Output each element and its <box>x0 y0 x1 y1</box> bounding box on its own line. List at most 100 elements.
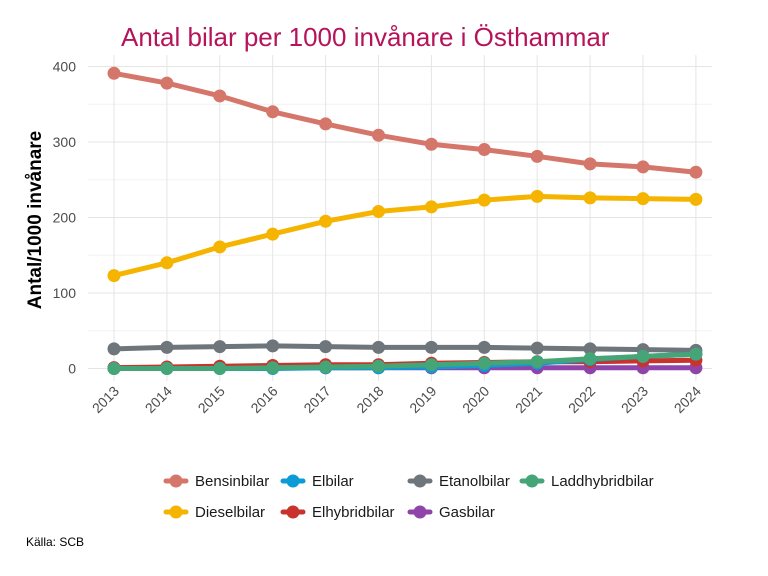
source-caption: Källa: SCB <box>26 535 84 549</box>
data-point-etanolbilar <box>319 340 333 354</box>
data-point-laddhybridbilar <box>424 358 438 372</box>
chart-title: Antal bilar per 1000 invånare i Östhamma… <box>121 22 610 52</box>
x-tick-label: 2018 <box>353 383 386 416</box>
series-line-laddhybridbilar <box>111 351 699 371</box>
x-tick-label: 2022 <box>565 383 598 416</box>
legend-key-point <box>169 474 183 488</box>
y-tick-label: 400 <box>53 59 77 75</box>
y-axis-label: Antal/1000 invånare <box>25 131 46 309</box>
series-bensinbilar <box>107 66 703 179</box>
legend-item-elhybridbilar: Elhybridbilar <box>280 504 395 521</box>
data-point-bensinbilar <box>160 76 174 90</box>
x-tick-label: 2014 <box>142 383 175 416</box>
data-point-laddhybridbilar <box>583 352 597 366</box>
x-tick-label: 2013 <box>89 383 122 416</box>
series-line-dieselbilar <box>111 193 699 279</box>
data-point-bensinbilar <box>372 128 385 142</box>
data-point-bensinbilar <box>530 149 544 163</box>
data-point-bensinbilar <box>583 157 597 171</box>
data-point-etanolbilar <box>583 342 597 356</box>
data-point-bensinbilar <box>636 160 650 174</box>
data-point-etanolbilar <box>160 340 174 354</box>
y-tick-labels: 0 100 200 300 400 <box>53 59 77 377</box>
data-point-dieselbilar <box>636 192 650 206</box>
data-point-bensinbilar <box>107 66 121 80</box>
y-tick-label: 300 <box>53 134 77 150</box>
series-line-etanolbilar <box>111 343 699 353</box>
data-point-etanolbilar <box>266 339 280 353</box>
data-point-dieselbilar <box>266 227 280 241</box>
data-point-dieselbilar <box>372 204 385 218</box>
legend-item-laddhybridbilar: Laddhybridbilar <box>519 473 654 490</box>
series-group <box>107 66 703 375</box>
y-tick-label: 0 <box>68 361 76 377</box>
legend-item-dieselbilar: Dieselbilar <box>163 504 265 521</box>
x-tick-labels: 2013 2014 2015 2016 2017 2018 2019 2020 2021 2022… <box>89 383 704 416</box>
data-point-bensinbilar <box>213 89 227 103</box>
y-tick-label: 100 <box>53 285 77 301</box>
data-point-etanolbilar <box>107 342 121 356</box>
data-point-bensinbilar <box>319 117 333 131</box>
data-point-laddhybridbilar <box>266 361 280 375</box>
data-point-etanolbilar <box>213 340 227 354</box>
data-point-etanolbilar <box>477 340 491 354</box>
data-point-laddhybridbilar <box>636 349 650 363</box>
data-point-bensinbilar <box>689 165 703 179</box>
legend-key-point <box>169 505 183 519</box>
data-point-laddhybridbilar <box>689 347 703 361</box>
data-point-laddhybridbilar <box>372 359 385 373</box>
data-point-dieselbilar <box>160 256 174 270</box>
legend-item-bensinbilar: Bensinbilar <box>163 473 269 490</box>
data-point-laddhybridbilar <box>160 362 174 375</box>
x-tick-label: 2020 <box>459 383 492 416</box>
data-point-dieselbilar <box>424 200 438 214</box>
data-point-dieselbilar <box>319 214 333 228</box>
data-point-laddhybridbilar <box>477 356 491 370</box>
x-tick-label: 2015 <box>195 383 228 416</box>
legend-label: Bensinbilar <box>195 473 269 490</box>
legend-item-elbilar: Elbilar <box>280 473 354 490</box>
legend-label: Laddhybridbilar <box>551 473 654 490</box>
data-point-dieselbilar <box>107 269 121 283</box>
x-tick-label: 2016 <box>247 383 280 416</box>
x-tick-label: 2024 <box>671 383 704 416</box>
legend-label: Elhybridbilar <box>312 504 395 521</box>
legend-item-etanolbilar: Etanolbilar <box>407 473 510 490</box>
data-point-dieselbilar <box>530 189 544 203</box>
data-point-laddhybridbilar <box>213 362 227 375</box>
grid <box>88 55 712 381</box>
x-tick-label: 2017 <box>300 383 333 416</box>
legend-label: Elbilar <box>312 473 354 490</box>
legend-key-point <box>413 505 427 519</box>
data-point-etanolbilar <box>424 340 438 354</box>
data-point-laddhybridbilar <box>107 362 121 375</box>
x-tick-label: 2021 <box>512 383 545 416</box>
data-point-bensinbilar <box>477 143 491 157</box>
data-point-dieselbilar <box>213 240 227 254</box>
legend-key-point <box>286 474 300 488</box>
data-point-etanolbilar <box>372 340 385 354</box>
legend-key-point <box>286 505 300 519</box>
data-point-dieselbilar <box>477 193 491 207</box>
data-point-laddhybridbilar <box>319 360 333 374</box>
series-etanolbilar <box>107 339 703 357</box>
legend: Bensinbilar Dieselbilar Elbilar Elhybridbil… <box>163 473 654 521</box>
x-tick-label: 2019 <box>406 383 439 416</box>
legend-key-point <box>413 474 427 488</box>
y-tick-label: 200 <box>53 210 77 226</box>
legend-key-point <box>525 474 539 488</box>
data-point-dieselbilar <box>583 191 597 205</box>
data-point-etanolbilar <box>530 341 544 355</box>
legend-label: Etanolbilar <box>439 473 510 490</box>
series-laddhybridbilar <box>107 347 703 375</box>
legend-item-gasbilar: Gasbilar <box>407 504 495 521</box>
legend-label: Gasbilar <box>439 504 495 521</box>
legend-label: Dieselbilar <box>195 504 265 521</box>
x-tick-label: 2023 <box>618 383 651 416</box>
series-line-bensinbilar <box>111 70 699 175</box>
data-point-laddhybridbilar <box>530 355 544 369</box>
series-dieselbilar <box>107 189 703 283</box>
data-point-bensinbilar <box>266 105 280 119</box>
data-point-bensinbilar <box>424 137 438 151</box>
